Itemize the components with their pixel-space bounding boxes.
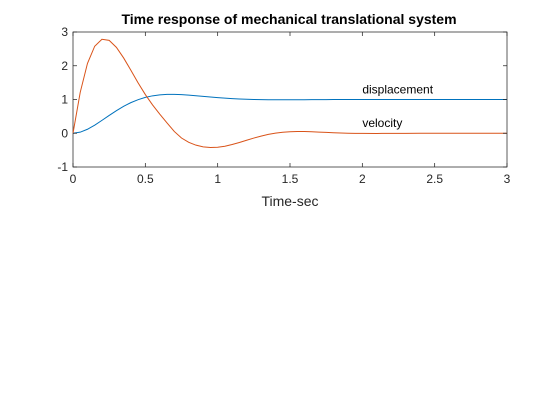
- x-tick-label: 1.5: [282, 172, 299, 186]
- x-tick-label: 1: [214, 172, 221, 186]
- x-axis-label: Time-sec: [261, 193, 318, 209]
- x-tick-label: 2.5: [426, 172, 443, 186]
- displacement-series-line: [72, 93, 507, 134]
- x-tick-label: 0: [70, 172, 77, 186]
- series-annotation: velocity: [362, 116, 402, 130]
- y-tick-label: 3: [61, 25, 68, 39]
- chart-title: Time response of mechanical translationa…: [121, 11, 456, 27]
- series-layer: [72, 38, 507, 148]
- velocity-series-line: [72, 38, 507, 148]
- series-annotation: displacement: [362, 82, 433, 96]
- y-tick-label: 0: [61, 126, 68, 140]
- y-tick-label: -1: [57, 160, 68, 174]
- x-tick-label: 0.5: [137, 172, 154, 186]
- annotation-layer: displacement velocity: [362, 82, 433, 130]
- y-tick-label: 1: [61, 93, 68, 107]
- x-tick-label: 3: [504, 172, 511, 186]
- y-tick-label: 2: [61, 59, 68, 73]
- x-tick-label: 2: [359, 172, 366, 186]
